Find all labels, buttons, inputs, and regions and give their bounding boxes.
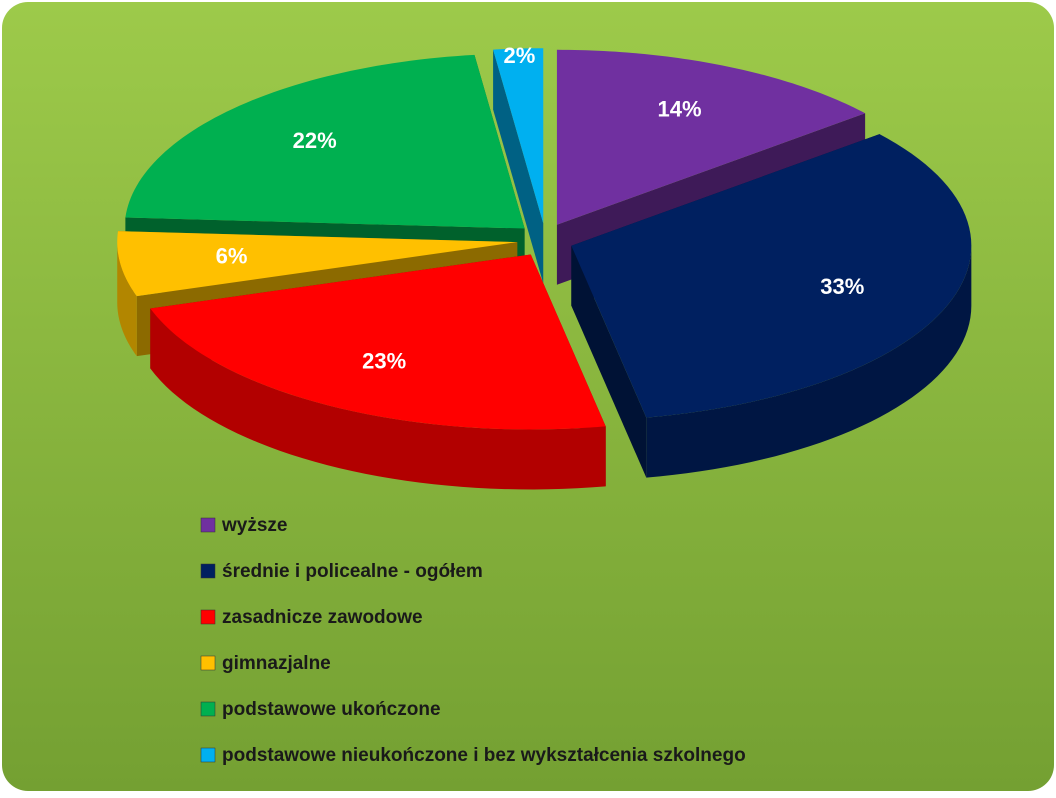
legend-swatch	[200, 655, 216, 671]
legend-label: wyższe	[221, 515, 287, 536]
legend-label: zasadnicze zawodowe	[222, 607, 423, 628]
slice	[556, 49, 866, 225]
slice-wall	[646, 245, 972, 478]
slice	[571, 134, 972, 418]
legend: wyższe średnie i policealne - ogółem zasad…	[200, 515, 746, 766]
legend-label: podstawowe ukończone	[222, 699, 441, 720]
legend-swatch	[200, 517, 216, 533]
data-label: 23%	[362, 349, 406, 374]
data-label: 2%	[503, 43, 535, 68]
legend-swatch	[200, 563, 216, 579]
data-label: 6%	[216, 244, 248, 269]
legend-swatch	[200, 747, 216, 763]
slice-wall	[150, 308, 606, 490]
legend-label: podstawowe nieukończone i bez wykształce…	[222, 745, 746, 766]
data-label: 22%	[293, 128, 337, 153]
data-label: 33%	[820, 274, 864, 299]
slice	[493, 48, 544, 224]
slice-wall	[117, 242, 137, 357]
slice	[125, 54, 525, 229]
pie: 14% 33% 23% 6% 22% 2%	[117, 43, 972, 490]
slice	[150, 254, 606, 430]
slice	[117, 231, 518, 297]
data-label: 14%	[658, 97, 702, 122]
slice-side	[493, 49, 544, 284]
legend-swatch	[200, 701, 216, 717]
legend-label: średnie i policealne - ogółem	[222, 561, 483, 582]
legend-label: gimnazjalne	[222, 653, 331, 674]
legend-swatch	[200, 609, 216, 625]
slice-side	[571, 245, 647, 478]
